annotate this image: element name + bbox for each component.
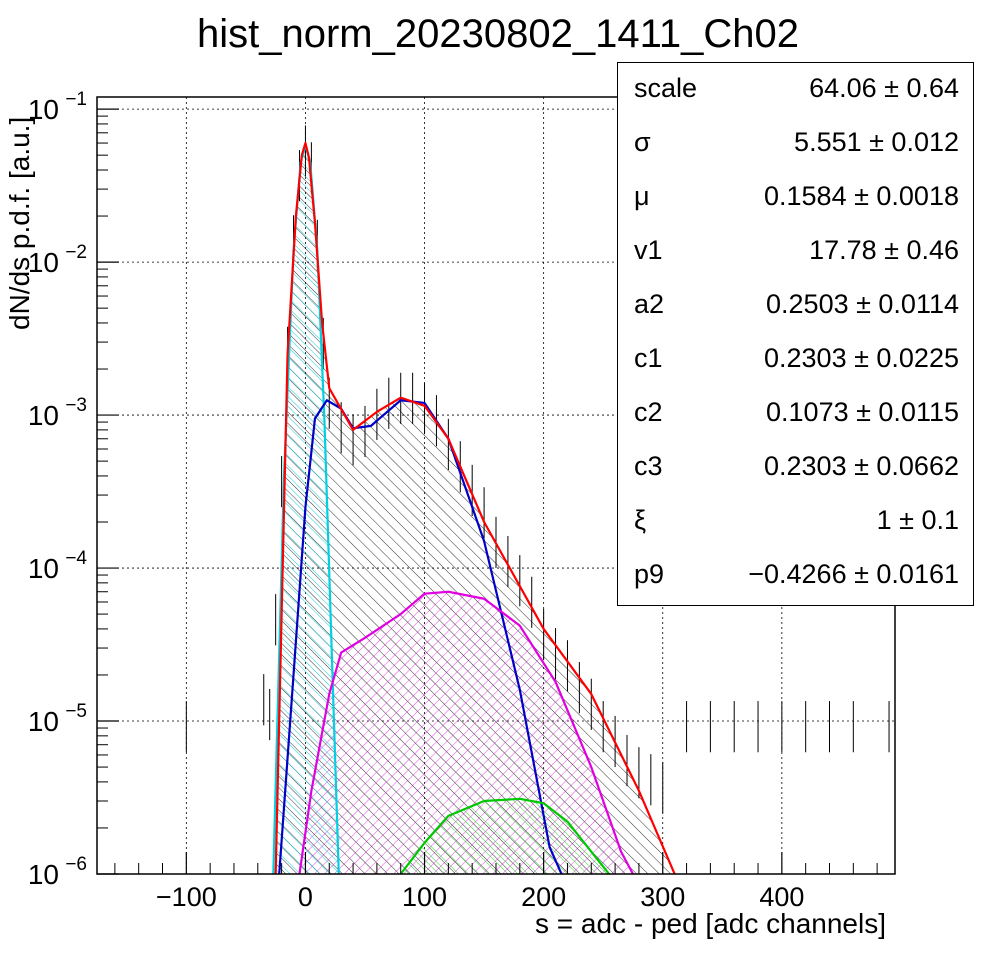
stat-row-mu: μ 0.1584 ± 0.0018 [618,171,973,225]
stat-name: scale [634,73,698,103]
axis-ticks [97,108,878,875]
y-tick-exponent: −2 [65,242,87,263]
stat-value: 0.1073 ± 0.0115 [766,397,959,427]
x-tick-label: 0 [298,882,313,912]
stat-row-sigma: σ 5.551 ± 0.012 [618,117,973,171]
y-tick-label: 10 [28,400,59,431]
y-tick-exponent: −1 [65,89,87,110]
stat-name: p9 [634,559,665,589]
y-tick-exponent: −3 [65,395,87,416]
magenta-component-curve [298,590,634,874]
stat-value: 0.2303 ± 0.0662 [764,451,959,481]
stat-value: 0.1584 ± 0.0018 [764,181,959,211]
stat-row-c3: c3 0.2303 ± 0.0662 [618,441,973,495]
chart-title: hist_norm_20230802_1411_Ch02 [197,12,799,56]
stat-name: c3 [634,451,663,481]
magenta-component-fill [299,591,633,874]
blue-component-curve [278,399,563,874]
y-tick-exponent: −6 [65,854,87,875]
x-axis-label: s = adc - ped [adc channels] [535,908,886,939]
stat-name: c1 [634,343,663,373]
y-tick-label: 10 [28,247,59,278]
green-component-curve [399,797,611,874]
stat-row-scale: scale 64.06 ± 0.64 [618,63,973,117]
x-tick-label: 300 [640,882,685,912]
y-tick-label: 10 [28,706,59,737]
y-axis-label: dN/ds p.d.f. [a.u.] [4,116,35,330]
stat-value: 64.06 ± 0.64 [809,73,959,103]
stat-value: 1 ± 0.1 [876,505,959,535]
stat-name: μ [634,181,650,211]
y-tick-exponent: −4 [65,548,87,569]
stat-value: 5.551 ± 0.012 [794,127,959,157]
y-tick-label: 10 [28,553,59,584]
stat-value: 17.78 ± 0.46 [809,235,959,265]
stat-row-xi: ξ 1 ± 0.1 [618,495,973,549]
y-tick-label: 10 [28,859,59,890]
x-tick-label: 100 [402,882,447,912]
x-tick-label: −100 [156,882,217,912]
stat-name: σ [634,127,651,157]
total-fit-curve [274,141,676,874]
stat-name: c2 [634,397,663,427]
stat-name: v1 [634,235,663,265]
stat-row-c1: c1 0.2303 ± 0.0225 [618,333,973,387]
stat-value: −0.4266 ± 0.0161 [748,559,959,589]
y-tick-label: 10 [28,94,59,125]
stat-row-a2: a2 0.2503 ± 0.0114 [618,279,973,333]
fit-stats-box: scale 64.06 ± 0.64 σ 5.551 ± 0.012 μ 0.1584… [617,62,974,606]
green-component-fill [400,798,610,874]
stat-value: 0.2503 ± 0.0114 [766,289,959,319]
stat-row-p9: p9 −0.4266 ± 0.0161 [618,549,973,603]
stat-row-c2: c2 0.1073 ± 0.0115 [618,387,973,441]
y-tick-exponent: −5 [65,701,87,722]
x-tick-label: 200 [521,882,566,912]
stat-row-v1: v1 17.78 ± 0.46 [618,225,973,279]
stat-name: a2 [634,289,665,319]
stat-value: 0.2303 ± 0.0225 [764,343,959,373]
x-tick-label: 400 [759,882,804,912]
stat-name: ξ [634,505,647,535]
